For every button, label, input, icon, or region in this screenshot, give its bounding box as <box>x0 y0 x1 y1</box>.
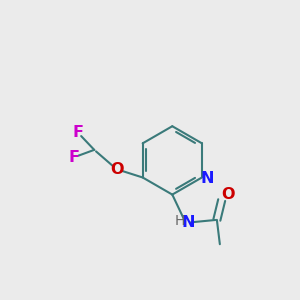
Text: N: N <box>200 171 214 186</box>
Text: H: H <box>175 214 185 228</box>
Text: F: F <box>72 125 83 140</box>
Text: N: N <box>181 215 195 230</box>
Text: O: O <box>110 162 123 177</box>
Text: O: O <box>221 187 235 202</box>
Text: F: F <box>68 150 80 165</box>
